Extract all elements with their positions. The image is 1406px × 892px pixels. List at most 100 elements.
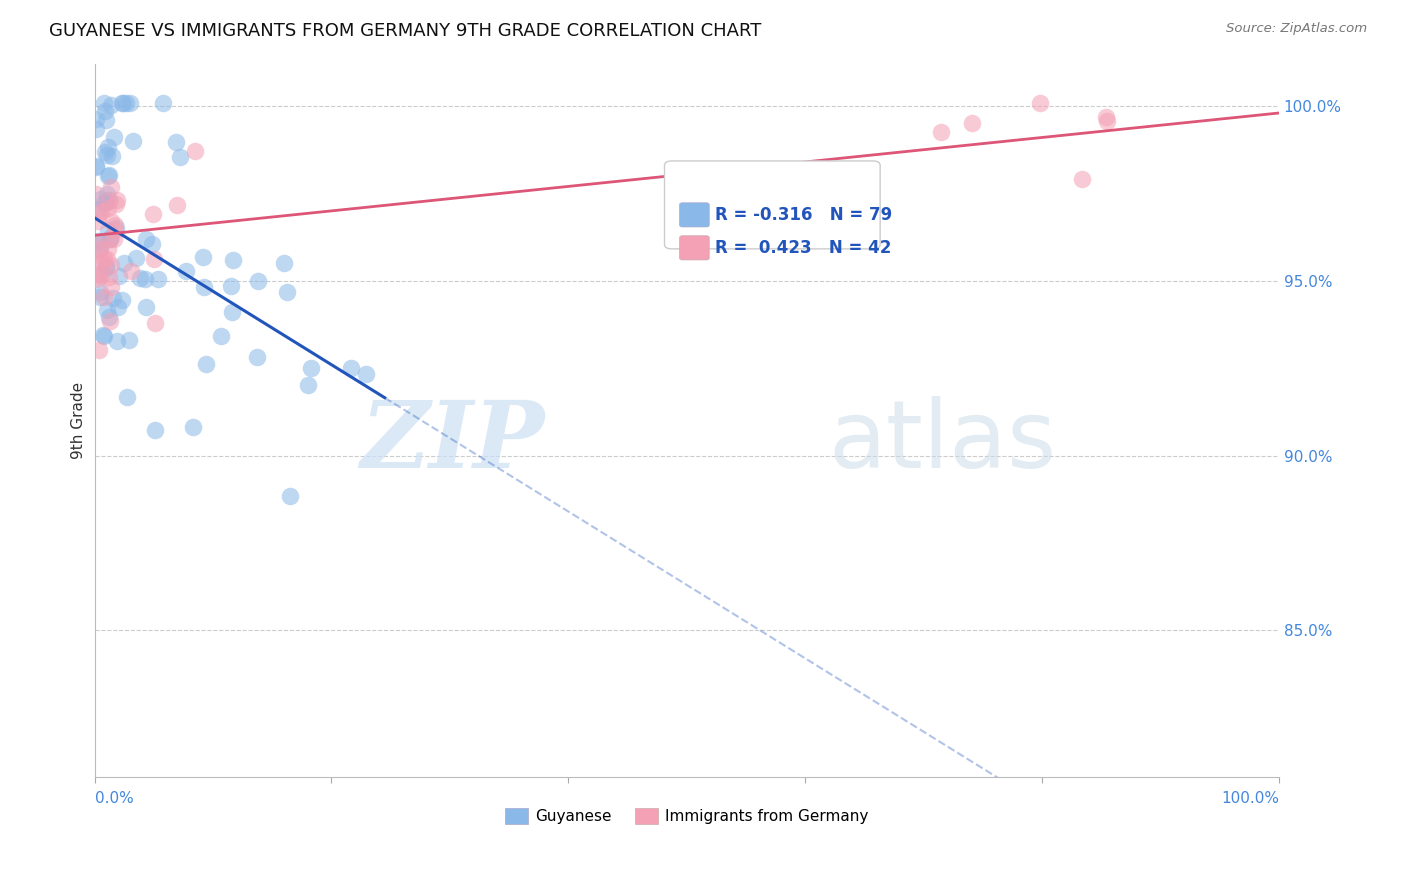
Point — [98, 194, 121, 208]
Point — [84, 122, 107, 136]
Point — [89, 285, 111, 299]
Text: 100.0%: 100.0% — [1220, 791, 1279, 806]
Point — [141, 236, 163, 251]
Point — [222, 252, 245, 267]
Point — [148, 272, 170, 286]
Point — [278, 489, 301, 503]
Point — [111, 293, 134, 308]
Point — [246, 274, 269, 288]
Point — [1029, 95, 1052, 110]
Point — [90, 255, 112, 269]
Point — [125, 251, 148, 265]
Point — [112, 95, 135, 110]
Point — [105, 221, 128, 235]
Point — [100, 148, 122, 162]
Point — [1071, 172, 1094, 186]
Point — [97, 243, 120, 257]
Point — [122, 134, 145, 148]
Point — [193, 280, 215, 294]
Text: atlas: atlas — [830, 396, 1057, 488]
Point — [273, 256, 295, 270]
Point — [89, 243, 111, 257]
Point — [301, 361, 323, 376]
Point — [135, 300, 157, 314]
Point — [1095, 114, 1118, 128]
Point — [104, 219, 127, 233]
Point — [221, 305, 243, 319]
Point — [98, 270, 121, 285]
Point — [166, 197, 188, 211]
Point — [118, 333, 141, 347]
Point — [276, 285, 298, 300]
Point — [93, 290, 115, 304]
Point — [246, 350, 269, 364]
Point — [165, 135, 187, 149]
Point — [94, 104, 117, 119]
Point — [96, 186, 118, 201]
Point — [115, 390, 138, 404]
Point — [134, 271, 156, 285]
Point — [91, 204, 114, 219]
Point — [87, 268, 110, 282]
Point — [100, 213, 122, 227]
Point — [90, 267, 112, 281]
Text: R = -0.316   N = 79: R = -0.316 N = 79 — [716, 206, 893, 224]
Point — [98, 194, 121, 209]
Point — [107, 334, 129, 348]
Point — [960, 116, 983, 130]
Point — [103, 232, 125, 246]
Point — [194, 357, 217, 371]
Point — [184, 144, 207, 158]
Point — [105, 193, 128, 207]
Point — [84, 112, 107, 127]
Point — [135, 232, 157, 246]
Y-axis label: 9th Grade: 9th Grade — [72, 382, 86, 459]
Point — [114, 95, 136, 110]
Point — [90, 237, 112, 252]
Point — [105, 197, 128, 211]
Point — [100, 179, 122, 194]
Point — [219, 279, 242, 293]
Point — [89, 268, 111, 283]
Point — [297, 378, 319, 392]
Point — [97, 169, 120, 183]
Point — [97, 310, 120, 325]
Point — [98, 314, 121, 328]
Point — [143, 316, 166, 330]
Point — [98, 231, 121, 245]
Legend: Guyanese, Immigrants from Germany: Guyanese, Immigrants from Germany — [499, 802, 875, 830]
Point — [86, 272, 108, 286]
Point — [89, 204, 111, 219]
Point — [340, 360, 363, 375]
Point — [129, 271, 152, 285]
Point — [93, 252, 115, 266]
Point — [96, 112, 118, 127]
Point — [84, 237, 107, 252]
Point — [89, 243, 111, 257]
Point — [84, 159, 107, 173]
Point — [120, 264, 142, 278]
Text: R =  0.423   N = 42: R = 0.423 N = 42 — [716, 239, 891, 257]
Point — [93, 145, 115, 159]
Point — [91, 328, 114, 343]
Point — [100, 230, 122, 244]
Point — [86, 214, 108, 228]
Point — [152, 95, 174, 110]
Point — [143, 424, 166, 438]
Point — [929, 126, 952, 140]
Point — [107, 300, 129, 314]
Point — [97, 139, 120, 153]
Point — [108, 268, 131, 283]
Point — [142, 206, 165, 220]
Point — [209, 329, 232, 343]
Text: Source: ZipAtlas.com: Source: ZipAtlas.com — [1226, 22, 1367, 36]
Point — [90, 192, 112, 206]
Point — [96, 302, 118, 317]
Point — [87, 202, 110, 216]
Point — [89, 343, 111, 357]
Point — [93, 328, 115, 343]
Point — [181, 419, 204, 434]
Point — [354, 368, 377, 382]
Point — [142, 252, 165, 266]
Point — [100, 280, 122, 294]
